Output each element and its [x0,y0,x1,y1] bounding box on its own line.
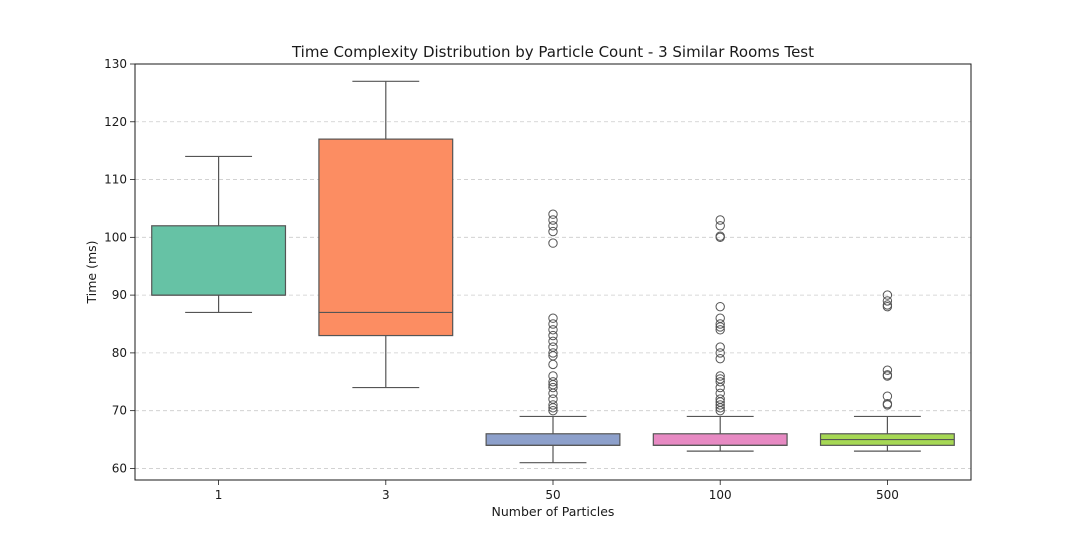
y-axis-label: Time (ms) [84,240,99,304]
x-axis-label: Number of Particles [492,504,615,519]
box [318,138,454,337]
outlier-point [715,394,725,404]
outlier-point [882,365,893,375]
chart-title: Time Complexity Distribution by Particle… [291,43,814,61]
outlier-point [548,330,558,341]
outlier-point [715,353,725,364]
outlier-point [715,325,725,335]
x-tick-label: 1 [215,488,223,502]
outlier-point [715,221,725,231]
outlier-point [715,231,725,241]
plot-frame [134,63,972,481]
x-tick-label: 50 [545,488,560,502]
outlier-point [548,336,558,347]
outlier-point [548,394,558,404]
outlier-point [548,359,558,370]
outlier-point [548,405,558,416]
outlier-point [882,290,893,300]
outlier-point [548,319,558,329]
box-group-3 [318,80,454,389]
x-tick-label: 500 [876,488,899,502]
outlier-point [548,209,558,219]
outlier-point [548,371,558,381]
outlier-point [882,300,893,310]
box [652,433,788,446]
outlier-point [882,296,893,306]
outlier-point [548,226,558,237]
outlier-point [548,238,558,248]
outlier-point [715,388,725,399]
outlier-point [882,391,893,401]
y-tick-label: 90 [112,288,127,302]
box-group-100 [652,215,788,452]
x-tick-label: 100 [709,488,732,502]
outlier-point [715,215,725,225]
outlier-point [715,313,725,323]
y-tick-label: 60 [112,461,127,475]
outlier-point [715,371,725,381]
outlier-point [548,400,558,410]
outlier-point [882,399,893,409]
outlier-point [548,382,558,393]
box [151,225,287,296]
outlier-point [715,348,725,358]
y-tick-label: 130 [104,57,127,71]
outlier-point [715,319,725,329]
y-tick-label: 100 [104,230,127,244]
outlier-point [715,301,725,312]
y-tick-label: 120 [104,115,127,129]
outlier-point [715,374,725,384]
axes: 60 70 80 90 100 110 120 130 1 3 50 100 500 [104,57,972,502]
outlier-point [548,313,558,323]
outlier-point [548,342,558,352]
outlier-point [548,377,558,387]
box [485,433,621,446]
box-group-1 [151,155,287,314]
outlier-point [882,370,893,380]
x-tick-label: 3 [382,488,390,502]
outlier-point [715,400,725,410]
box-group-50 [485,209,621,464]
outlier-point [548,221,558,231]
y-tick-label: 110 [104,173,127,187]
y-tick-label: 70 [112,404,127,418]
outlier-point [715,342,725,352]
outlier-point [548,215,558,225]
outlier-point [715,377,725,387]
outlier-point [548,348,558,358]
y-tick-label: 80 [112,346,127,360]
plot-area [151,80,955,464]
outlier-point [548,325,558,335]
box-group-500 [819,290,955,452]
